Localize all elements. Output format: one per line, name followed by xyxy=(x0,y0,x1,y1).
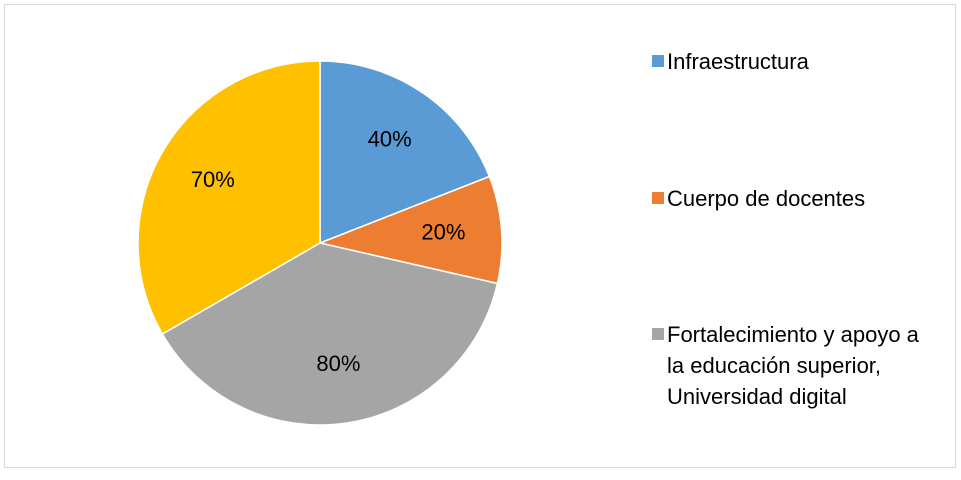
legend-label: Infraestructura xyxy=(667,49,809,74)
legend-label: Fortalecimiento y apoyo a la educación s… xyxy=(667,322,919,409)
data-label: 40% xyxy=(368,127,412,152)
legend-swatch xyxy=(652,328,664,340)
legend-item: Infraestructura xyxy=(652,46,942,77)
data-label: 20% xyxy=(421,220,465,245)
legend-item: Fortalecimiento y apoyo a la educación s… xyxy=(652,319,942,412)
pie-slice xyxy=(317,175,503,285)
legend-swatch xyxy=(652,192,664,204)
legend-swatch xyxy=(652,55,664,67)
data-label: 80% xyxy=(316,351,360,376)
legend-item: Cuerpo de docentes xyxy=(652,183,942,214)
legend-label: Cuerpo de docentes xyxy=(667,186,866,211)
pie-slice xyxy=(161,242,499,426)
chart-border xyxy=(4,4,956,468)
data-label: 70% xyxy=(191,167,235,192)
pie-slice xyxy=(319,60,491,245)
pie-slice xyxy=(137,60,321,336)
